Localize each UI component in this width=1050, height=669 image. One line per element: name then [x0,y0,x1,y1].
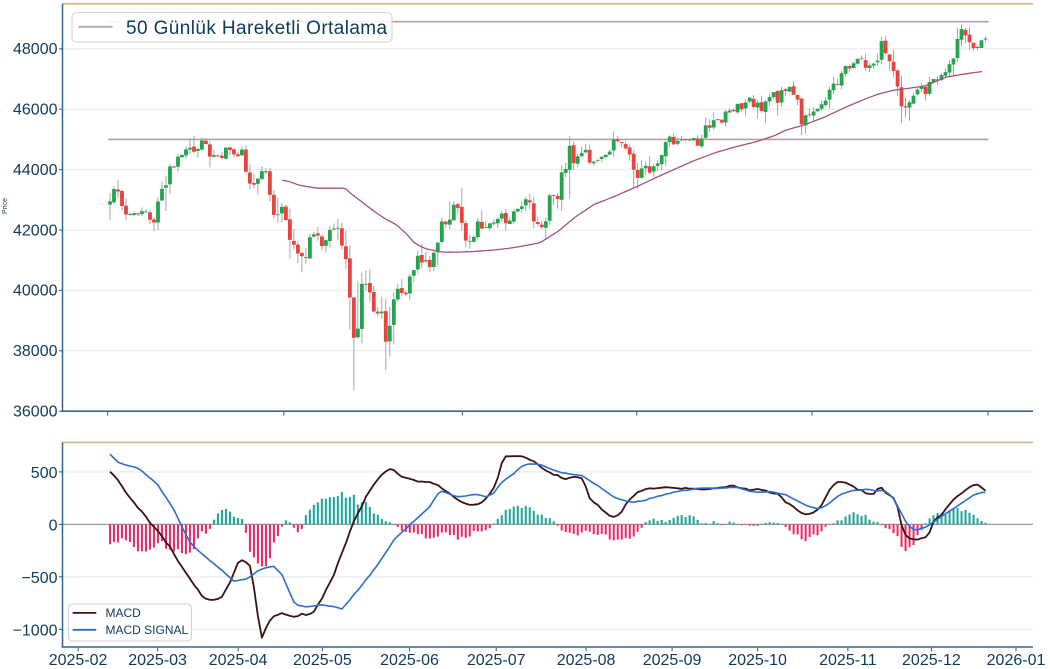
svg-text:38000: 38000 [13,343,58,360]
svg-text:2025-08: 2025-08 [557,652,616,669]
svg-text:2025-02: 2025-02 [49,652,108,669]
svg-text:2025-11: 2025-11 [819,652,877,669]
svg-text:2025-03: 2025-03 [128,652,187,669]
svg-text:0: 0 [49,517,58,534]
svg-text:MACD SIGNAL: MACD SIGNAL [106,623,189,637]
svg-text:2025-04: 2025-04 [209,652,268,669]
svg-text:2025-05: 2025-05 [293,652,352,669]
svg-text:−1000: −1000 [13,622,58,639]
svg-text:46000: 46000 [13,102,58,119]
svg-text:40000: 40000 [13,283,58,300]
svg-text:50 Günlük Hareketli Ortalama: 50 Günlük Hareketli Ortalama [126,18,388,39]
svg-text:2026-01: 2026-01 [987,652,1046,669]
svg-text:2025-07: 2025-07 [467,652,526,669]
svg-text:48000: 48000 [13,41,58,58]
svg-text:2025-09: 2025-09 [643,652,702,669]
svg-text:2025-06: 2025-06 [380,652,439,669]
svg-text:2025-10: 2025-10 [728,652,787,669]
svg-text:44000: 44000 [13,162,58,179]
svg-text:2025-12: 2025-12 [902,652,961,669]
svg-text:Price: Price [2,198,9,214]
svg-text:36000: 36000 [13,404,58,421]
svg-text:42000: 42000 [13,222,58,239]
svg-text:−500: −500 [21,570,57,587]
svg-text:500: 500 [31,465,58,482]
svg-text:MACD: MACD [106,606,142,620]
